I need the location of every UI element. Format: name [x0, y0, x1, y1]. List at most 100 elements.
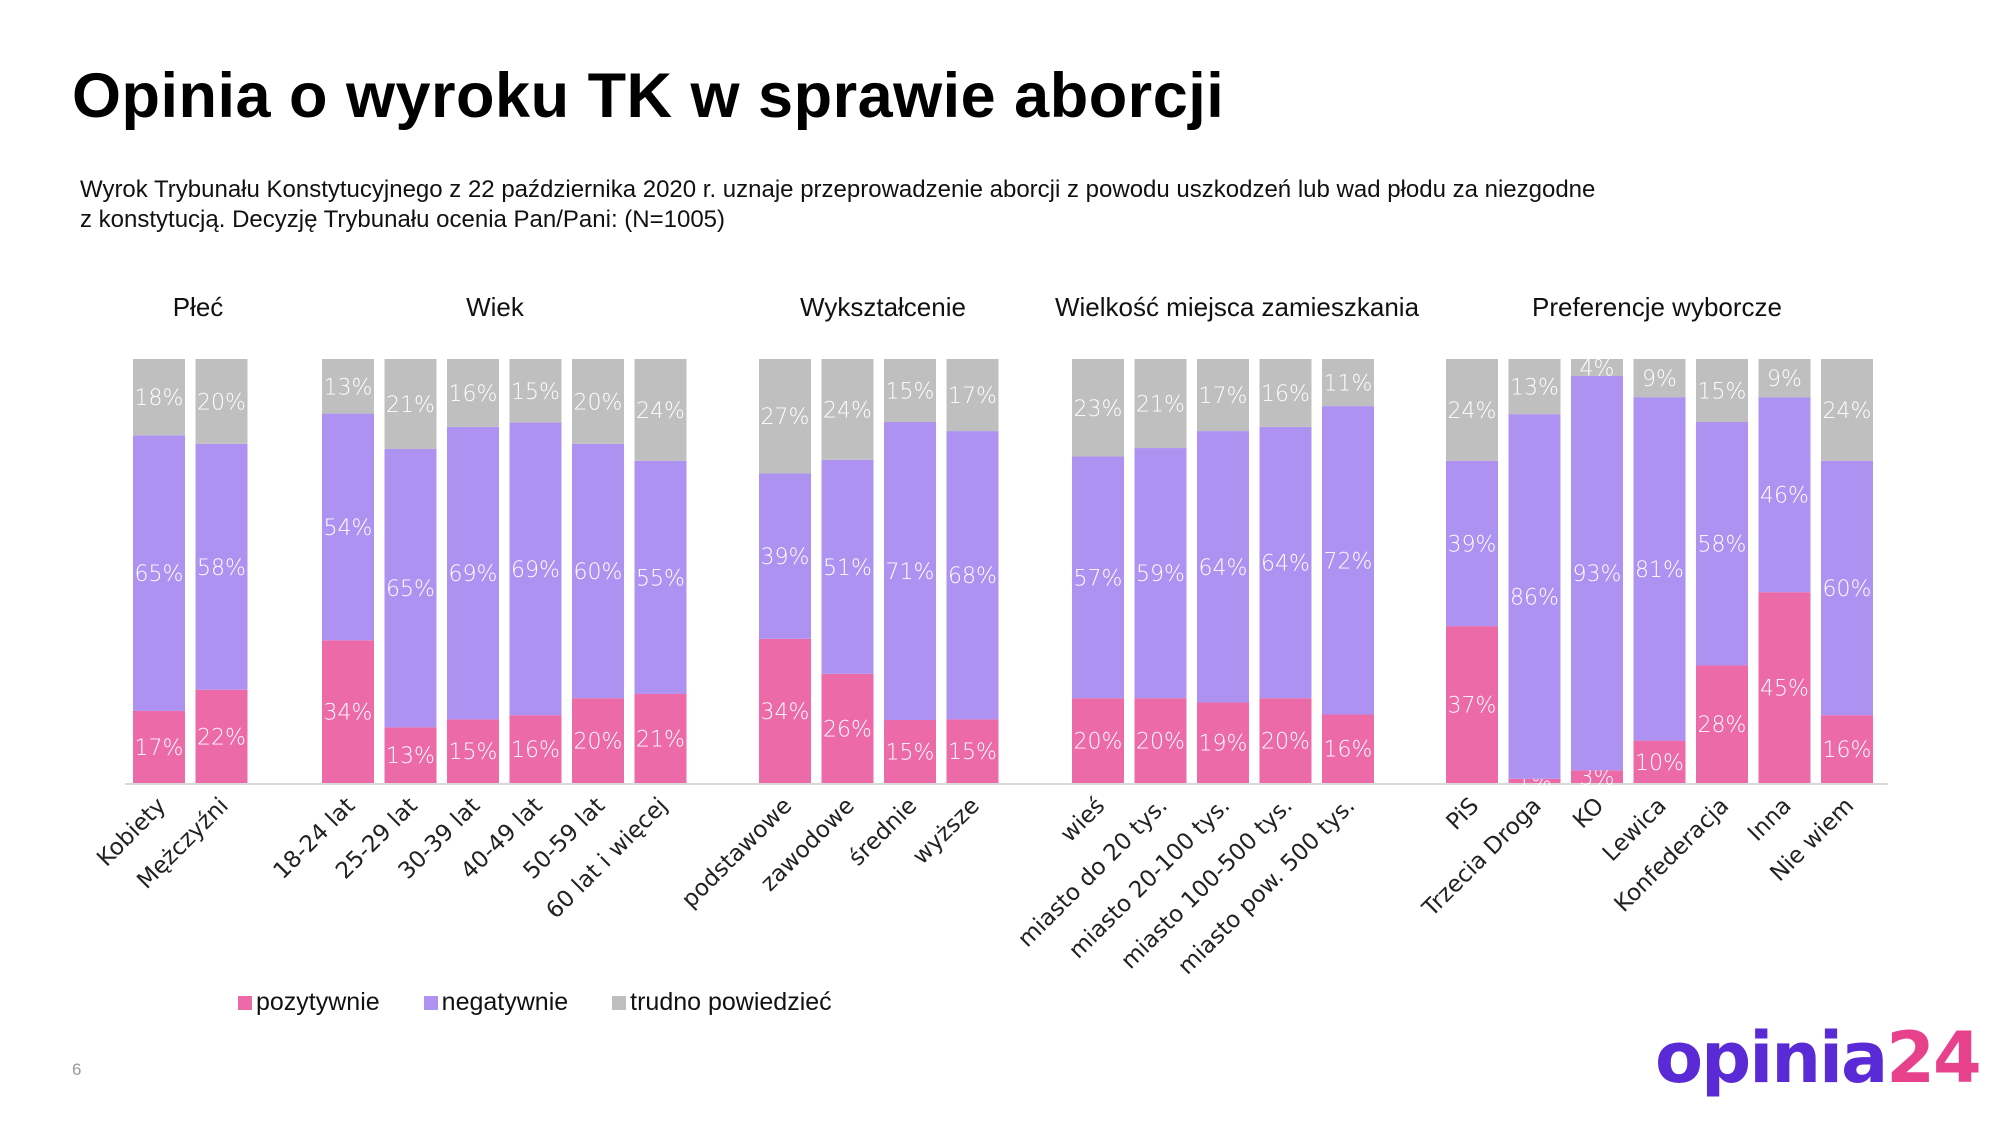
data-label-pozytywnie: 15%	[886, 741, 935, 766]
bar-segment-negatywnie	[946, 431, 999, 720]
data-label-pozytywnie: 26%	[823, 717, 872, 742]
bar-segment-trudno	[1571, 359, 1623, 376]
bar-segment-pozytywnie	[1322, 714, 1374, 783]
data-label-pozytywnie: 10%	[1635, 751, 1684, 776]
data-label-negatywnie: 71%	[886, 560, 935, 585]
category-label: podstawowe	[677, 793, 797, 913]
bar-segment-pozytywnie	[322, 640, 374, 783]
data-label-trudno: 18%	[135, 386, 184, 411]
data-label-pozytywnie: 16%	[511, 738, 560, 763]
category-label: wyższe	[908, 793, 985, 870]
data-label-trudno: 27%	[761, 405, 810, 430]
logo-text-24: 24	[1886, 1017, 1981, 1099]
bar-segment-trudno	[634, 359, 687, 461]
data-label-pozytywnie: 13%	[386, 744, 435, 769]
legend-swatch-negatywnie	[423, 995, 438, 1010]
bar-segment-trudno	[1446, 359, 1498, 461]
bar-segment-trudno	[821, 359, 874, 460]
group-title: Płeć	[173, 292, 224, 322]
bar-segment-trudno	[195, 359, 248, 444]
data-label-trudno: 15%	[886, 379, 935, 404]
data-label-pozytywnie: 20%	[1136, 730, 1185, 755]
data-label-trudno: 24%	[823, 398, 872, 423]
data-label-pozytywnie: 16%	[1823, 738, 1872, 763]
data-label-pozytywnie: 15%	[449, 740, 498, 765]
bar-segment-trudno	[1197, 359, 1249, 432]
bar-segment-negatywnie	[1633, 397, 1686, 741]
bar-segment-pozytywnie	[572, 698, 624, 783]
bar-segment-pozytywnie	[1134, 698, 1187, 783]
bar-segment-negatywnie	[1446, 460, 1498, 627]
bar-segment-pozytywnie	[1259, 698, 1312, 783]
data-label-trudno: 16%	[1261, 382, 1310, 407]
data-label-pozytywnie: 28%	[1698, 713, 1747, 738]
bar-segment-negatywnie	[572, 443, 624, 699]
bar-segment-negatywnie	[509, 422, 562, 716]
bar-segment-negatywnie	[447, 426, 499, 720]
data-label-trudno: 24%	[1823, 399, 1872, 424]
data-label-pozytywnie: 20%	[1261, 730, 1310, 755]
bar-segment-pozytywnie	[1508, 778, 1561, 783]
data-label-negatywnie: 58%	[197, 556, 246, 581]
data-label-trudno: 17%	[1199, 384, 1248, 409]
legend-item-negatywnie: negatywnie	[423, 988, 569, 1017]
group-title: Preferencje wyborcze	[1532, 292, 1782, 322]
bar-segment-trudno	[322, 359, 374, 414]
data-label-pozytywnie: 19%	[1199, 732, 1248, 757]
bar-segment-pozytywnie	[884, 720, 936, 783]
category-label: Konfederacja	[1610, 793, 1735, 918]
data-label-negatywnie: 86%	[1510, 585, 1559, 610]
group-title: Wiek	[466, 292, 525, 322]
bar-segment-negatywnie	[1508, 414, 1561, 779]
data-label-trudno: 17%	[948, 384, 997, 409]
data-label-negatywnie: 68%	[948, 564, 997, 589]
chart-legend: pozytywnie negatywnie trudno powiedzieć	[238, 988, 876, 1017]
bar-segment-negatywnie	[759, 473, 811, 639]
legend-label-trudno: trudno powiedzieć	[630, 988, 832, 1016]
question-text: Wyrok Trybunału Konstytucyjnego z 22 paź…	[80, 175, 1860, 235]
data-label-negatywnie: 51%	[823, 556, 872, 581]
bar-segment-negatywnie	[1571, 375, 1623, 771]
bar-segment-pozytywnie	[1197, 702, 1249, 783]
bar-segment-negatywnie	[1322, 406, 1374, 715]
data-label-trudno: 24%	[1448, 399, 1497, 424]
data-label-trudno: 21%	[1136, 393, 1185, 418]
data-label-negatywnie: 69%	[511, 558, 560, 583]
legend-swatch-trudno	[612, 995, 627, 1010]
data-label-trudno: 15%	[1698, 379, 1747, 404]
data-label-pozytywnie: 20%	[574, 730, 623, 755]
data-label-negatywnie: 93%	[1573, 562, 1622, 587]
bar-segment-pozytywnie	[509, 715, 562, 783]
data-label-negatywnie: 58%	[1698, 533, 1747, 558]
bar-segment-trudno	[509, 359, 562, 423]
data-label-pozytywnie: 17%	[135, 736, 184, 761]
category-label: PiS	[1442, 793, 1485, 836]
bar-segment-trudno	[133, 359, 185, 436]
data-label-trudno: 23%	[1074, 397, 1123, 422]
bar-segment-pozytywnie	[1571, 770, 1623, 783]
data-label-trudno: 11%	[1324, 372, 1373, 397]
question-line-1: Wyrok Trybunału Konstytucyjnego z 22 paź…	[80, 176, 1596, 203]
bar-segment-pozytywnie	[1446, 626, 1498, 783]
data-label-trudno: 9%	[1767, 367, 1802, 392]
legend-swatch-pozytywnie	[238, 995, 252, 1010]
bar-segment-negatywnie	[884, 421, 936, 721]
bar-segment-pozytywnie	[384, 727, 437, 783]
bar-segment-pozytywnie	[821, 673, 874, 783]
bar-segment-pozytywnie	[195, 689, 248, 783]
data-label-trudno: 15%	[511, 380, 560, 405]
bar-segment-pozytywnie	[759, 638, 811, 783]
page-title: Opinia o wyroku TK w sprawie aborcji	[72, 61, 1225, 131]
data-label-pozytywnie: 22%	[197, 725, 246, 750]
legend-label-pozytywnie: pozytywnie	[256, 988, 380, 1016]
logo-text-opinia: opinia	[1655, 1017, 1888, 1099]
bar-segment-pozytywnie	[1072, 698, 1124, 783]
bar-segment-pozytywnie	[447, 719, 499, 783]
data-label-trudno: 9%	[1642, 367, 1677, 392]
data-label-negatywnie: 60%	[574, 560, 623, 585]
page-number: 6	[72, 1060, 82, 1079]
bar-segment-trudno	[572, 359, 624, 444]
legend-label-negatywnie: negatywnie	[441, 988, 569, 1016]
data-label-pozytywnie: 34%	[324, 701, 373, 726]
